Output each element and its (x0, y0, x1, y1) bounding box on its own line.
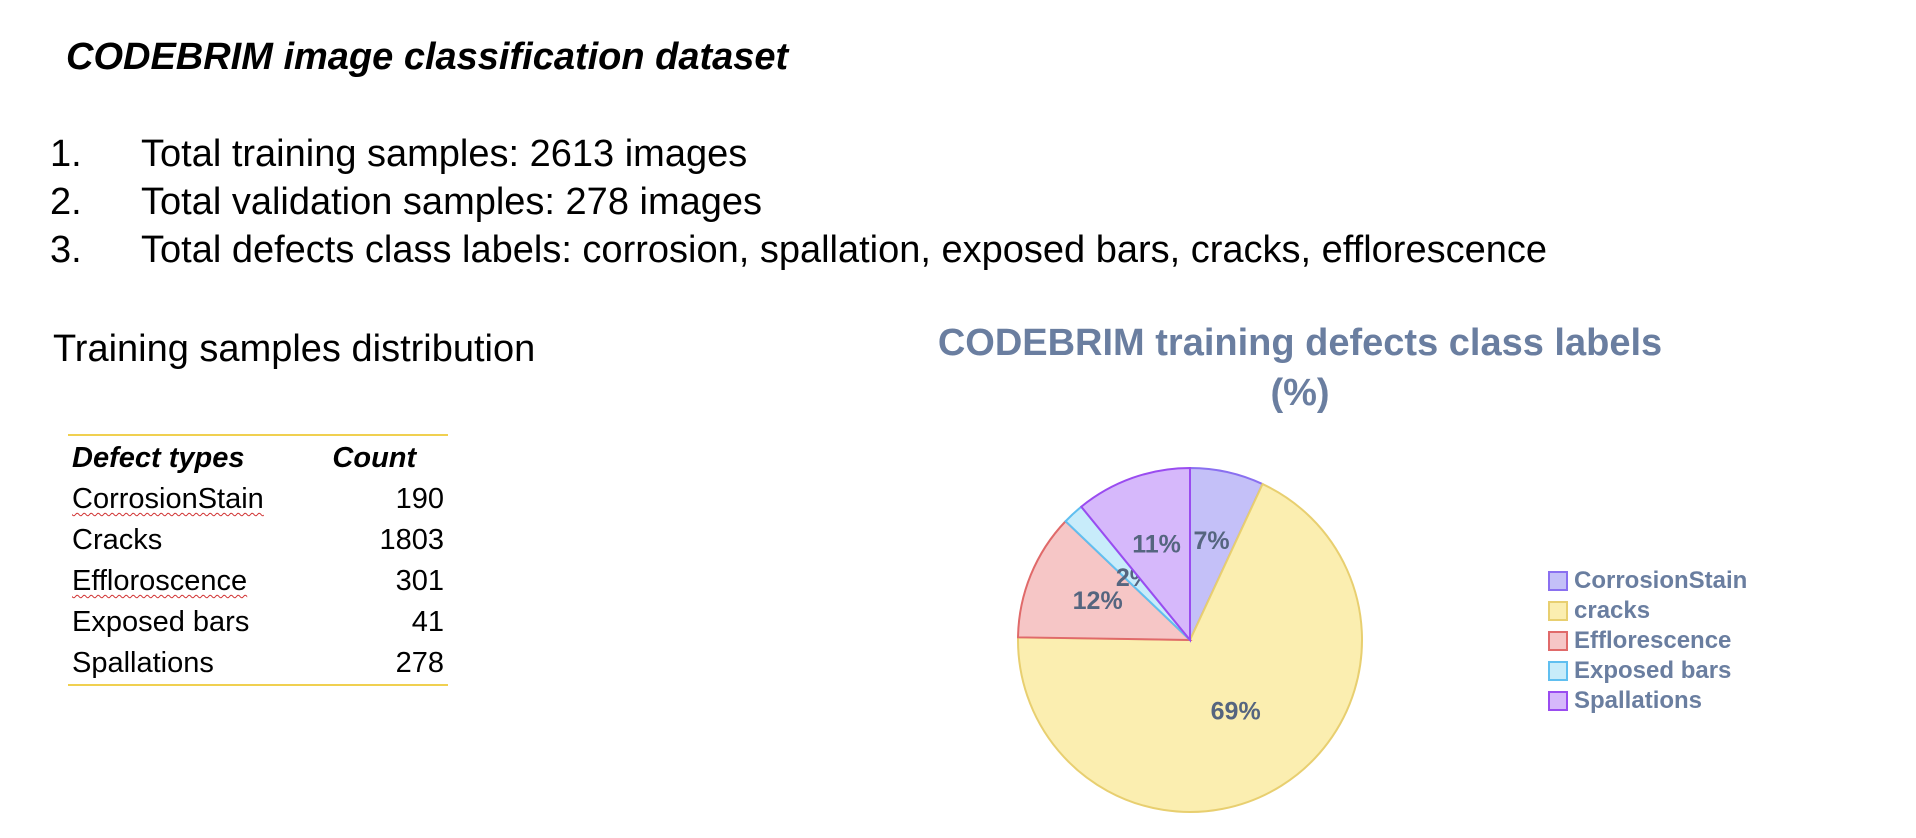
defect-type-cell: Effloroscence (72, 565, 248, 597)
list-item: 1. Total training samples: 2613 images (50, 130, 1547, 178)
count-cell: 301 (395, 565, 444, 597)
pie-data-label: 69% (1211, 697, 1261, 725)
list-number: 3. (50, 229, 82, 271)
table-row: Effloroscence 301 (68, 561, 448, 602)
page-title: CODEBRIM image classification dataset (66, 36, 789, 78)
pie-slice-spallations (1079, 466, 1191, 643)
legend-item-cracks: cracks (1548, 596, 1747, 626)
legend-swatch (1548, 571, 1568, 591)
legend-swatch (1548, 631, 1568, 651)
legend-label: CorrosionStain (1574, 567, 1748, 594)
list-text: Total training samples: 2613 images (141, 133, 748, 175)
table-header-row: Defect types Count (68, 435, 448, 479)
legend-label: Efflorescence (1574, 627, 1732, 654)
defect-type-cell: CorrosionStain (72, 483, 264, 515)
pie-data-label: 7% (1193, 527, 1229, 555)
chart-legend: CorrosionStain cracks Efflorescence Exposed… (1548, 566, 1747, 716)
legend-swatch (1548, 601, 1568, 621)
distribution-table: Defect types Count CorrosionStain 190 Cr… (68, 434, 448, 686)
list-item: 3. Total defects class labels: corrosion,… (50, 226, 1547, 274)
list-number: 2. (50, 181, 82, 223)
defect-type-cell: Spallations (72, 647, 214, 679)
pie-chart: 7%69%12%2%11% (1017, 466, 1363, 813)
legend-swatch (1548, 691, 1568, 711)
count-cell: 1803 (379, 524, 444, 556)
chart-title-line: CODEBRIM training defects class labels (937, 322, 1663, 364)
pie-slice-cracks (1017, 482, 1363, 813)
table-row: Exposed bars 41 (68, 602, 448, 643)
facts-list: 1. Total training samples: 2613 images 2.… (50, 130, 1547, 274)
legend-item-spallations: Spallations (1548, 686, 1747, 716)
pie-data-label: 11% (1132, 531, 1181, 559)
list-item: 2. Total validation samples: 278 images (50, 178, 1547, 226)
legend-swatch (1548, 661, 1568, 681)
defect-type-cell: Exposed bars (72, 606, 250, 638)
header-count: Count (332, 442, 417, 474)
count-cell: 190 (395, 483, 444, 515)
table-row: Spallations 278 (68, 643, 448, 685)
legend-label: Exposed bars (1574, 657, 1732, 684)
legend-item-corrosionstain: CorrosionStain (1548, 566, 1747, 596)
pie-slice-efflorescence (1017, 519, 1193, 642)
section-subtitle: Training samples distribution (53, 328, 536, 370)
legend-item-efflorescence: Efflorescence (1548, 626, 1747, 656)
chart-title-line: (%) (1270, 372, 1330, 414)
count-cell: 41 (411, 606, 444, 638)
legend-item-exposed-bars: Exposed bars (1548, 656, 1747, 686)
header-defect-types: Defect types (72, 442, 245, 474)
table-row: CorrosionStain 190 (68, 479, 448, 520)
count-cell: 278 (395, 647, 444, 679)
legend-label: cracks (1574, 597, 1651, 624)
chart-title: CODEBRIM training defects class labels (… (880, 318, 1720, 418)
defect-type-cell: Cracks (72, 524, 163, 556)
pie-data-label: 12% (1073, 587, 1123, 615)
list-text: Total defects class labels: corrosion, s… (141, 229, 1547, 271)
legend-label: Spallations (1574, 687, 1703, 714)
table-row: Cracks 1803 (68, 520, 448, 561)
list-text: Total validation samples: 278 images (141, 181, 763, 223)
list-number: 1. (50, 133, 82, 175)
